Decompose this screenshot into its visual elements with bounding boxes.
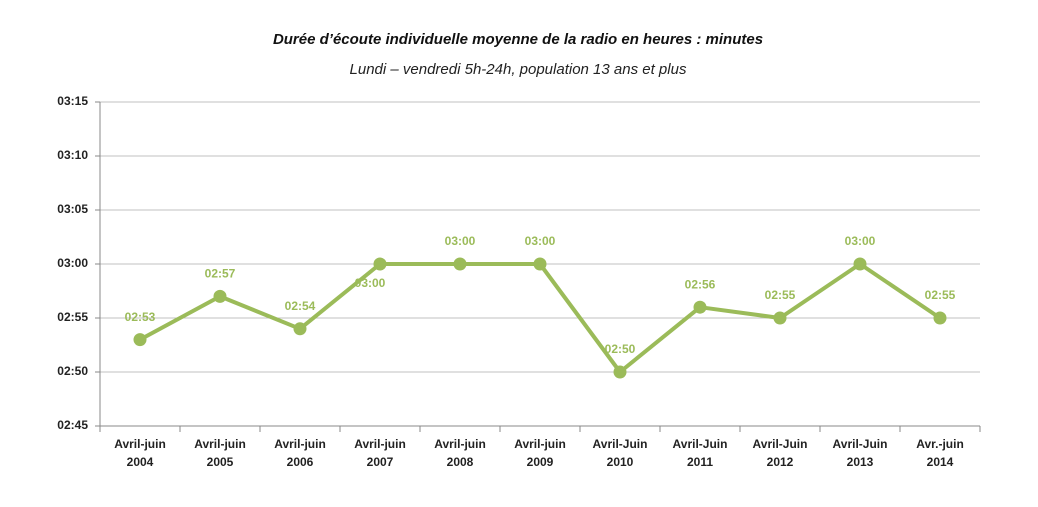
data-label: 02:53 — [125, 310, 156, 324]
chart-subtitle: Lundi – vendredi 5h-24h, population 13 a… — [350, 61, 687, 78]
data-label: 02:55 — [765, 288, 796, 302]
point — [693, 300, 707, 314]
y-tick-label: 02:55 — [57, 310, 88, 324]
x-tick-label: Avril-juin 2004 — [114, 437, 166, 469]
data-label: 02:56 — [685, 277, 716, 291]
point — [773, 311, 787, 325]
data-label: 02:57 — [205, 267, 236, 281]
data-label: 02:54 — [285, 299, 316, 313]
point — [853, 257, 867, 271]
point — [293, 322, 307, 336]
point — [533, 257, 547, 271]
point — [933, 311, 947, 325]
y-tick-label: 02:50 — [57, 364, 88, 378]
y-tick-label: 03:05 — [57, 202, 88, 216]
x-tick-label: Avril-juin 2005 — [194, 437, 246, 469]
y-tick-label: 03:15 — [57, 94, 88, 108]
x-tick-label: Avril-Juin 2010 — [592, 437, 648, 469]
data-label: 03:00 — [845, 234, 876, 248]
x-tick-label: Avril-juin 2006 — [274, 437, 326, 469]
data-label: 03:00 — [445, 234, 476, 248]
data-label: 03:00 — [355, 276, 386, 290]
x-tick-label: Avril-Juin 2012 — [752, 437, 808, 469]
point — [373, 257, 387, 271]
x-tick-label: Avril-Juin 2013 — [832, 437, 888, 469]
point — [613, 365, 627, 379]
chart-title: Durée d’écoute individuelle moyenne de l… — [273, 31, 763, 48]
point — [133, 333, 147, 347]
x-tick-label: Avril-juin 2009 — [514, 437, 566, 469]
data-label: 03:00 — [525, 234, 556, 248]
point — [453, 257, 467, 271]
x-tick-label: Avril-juin 2007 — [354, 437, 406, 469]
x-tick-label: Avril-Juin 2011 — [672, 437, 728, 469]
x-tick-label: Avr.-juin 2014 — [916, 437, 964, 469]
y-tick-label: 02:45 — [57, 418, 88, 432]
data-label: 02:50 — [605, 342, 636, 356]
y-tick-label: 03:10 — [57, 148, 88, 162]
data-label: 02:55 — [925, 288, 956, 302]
y-tick-label: 03:00 — [57, 256, 88, 270]
x-tick-label: Avril-juin 2008 — [434, 437, 486, 469]
point — [213, 289, 227, 303]
